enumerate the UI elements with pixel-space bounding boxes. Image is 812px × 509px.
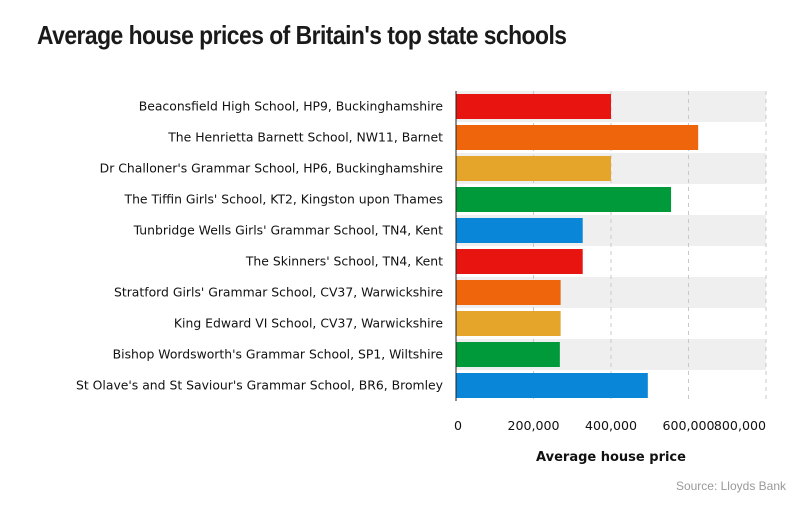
bar [456, 125, 699, 150]
x-axis-title: Average house price [536, 450, 686, 465]
bar [456, 249, 583, 274]
bar [456, 280, 561, 305]
category-label: Bishop Wordsworth's Grammar School, SP1,… [113, 347, 443, 362]
category-label: Dr Challoner's Grammar School, HP6, Buck… [100, 161, 443, 176]
category-label: St Olave's and St Saviour's Grammar Scho… [76, 378, 443, 393]
x-tick-label: 400,000 [585, 418, 637, 433]
bar [456, 342, 560, 367]
bars [456, 94, 699, 398]
chart-title: Average house prices of Britain's top st… [37, 20, 567, 50]
x-tick-label: 600,000 [662, 418, 714, 433]
bar [456, 187, 672, 212]
bar [456, 311, 561, 336]
x-tick-label: 200,000 [507, 418, 559, 433]
category-label: The Tiffin Girls' School, KT2, Kingston … [124, 192, 444, 207]
category-labels: Beaconsfield High School, HP9, Buckingha… [76, 99, 443, 393]
bar [456, 218, 583, 243]
category-label: The Henrietta Barnett School, NW11, Barn… [167, 130, 443, 145]
source-note: Source: Lloyds Bank [675, 479, 786, 493]
bar [456, 156, 611, 181]
category-label: Beaconsfield High School, HP9, Buckingha… [139, 99, 443, 114]
x-tick-labels: 0 200,000 400,000 600,000 800,000 [454, 418, 766, 433]
bar [456, 94, 611, 119]
x-tick-label: 800,000 [714, 418, 766, 433]
category-label: The Skinners' School, TN4, Kent [245, 254, 443, 269]
category-label: King Edward VI School, CV37, Warwickshir… [174, 316, 443, 331]
category-label: Tunbridge Wells Girls' Grammar School, T… [133, 223, 444, 238]
x-tick-label: 0 [454, 418, 462, 433]
category-label: Stratford Girls' Grammar School, CV37, W… [114, 285, 443, 300]
bar [456, 373, 648, 398]
